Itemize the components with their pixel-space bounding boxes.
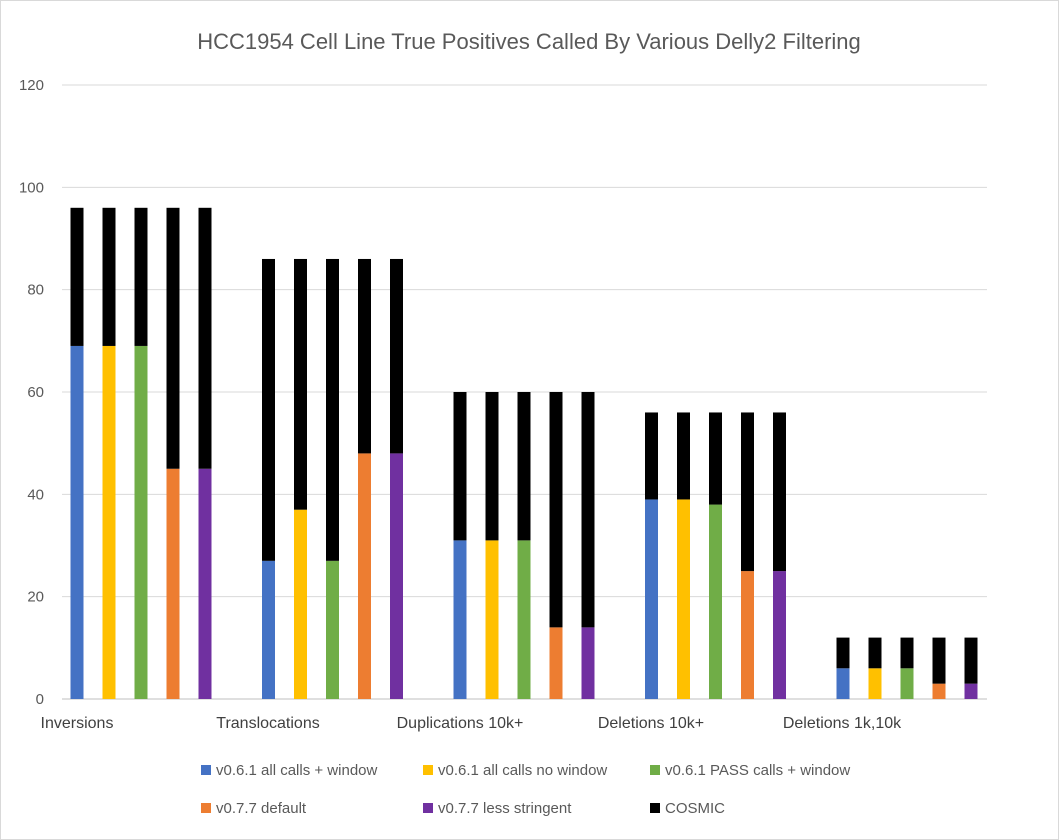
bar-segment-cosmic (70, 207, 84, 346)
bar-segment (900, 668, 914, 699)
bar-segment-cosmic (453, 392, 467, 541)
bar-segment-cosmic (102, 207, 116, 346)
bar-segment (709, 504, 722, 699)
legend-label: v0.7.7 default (216, 800, 307, 817)
bar-segment (677, 499, 690, 699)
bar-segment-cosmic (868, 637, 882, 669)
y-tick-label: 80 (27, 282, 44, 299)
y-tick-label: 60 (27, 384, 44, 401)
x-category-label: Translocations (216, 715, 319, 732)
bar-segment (358, 453, 371, 699)
bar-segment-cosmic (390, 258, 403, 454)
bar-segment (517, 540, 531, 699)
bar-segment-cosmic (581, 392, 595, 628)
bar-segment (964, 683, 978, 699)
y-tick-label: 20 (27, 589, 44, 606)
legend-swatch (201, 803, 211, 813)
x-category-label: Deletions 1k,10k (783, 715, 902, 732)
bar-segment-cosmic (326, 258, 339, 561)
bar-segment-cosmic (964, 637, 978, 684)
bar-segment-cosmic (932, 637, 946, 684)
gridlines (62, 84, 987, 700)
legend-swatch (650, 803, 660, 813)
bar-segment-cosmic (677, 412, 690, 500)
bar-segment (549, 627, 563, 699)
bar-segment-cosmic (900, 637, 914, 669)
legend-swatch (201, 765, 211, 775)
chart-title: HCC1954 Cell Line True Positives Called … (197, 29, 861, 54)
legend-swatch (650, 765, 660, 775)
bar-segment (134, 345, 148, 699)
bars (70, 207, 978, 699)
bar-segment (390, 453, 403, 699)
y-tick-label: 120 (19, 77, 44, 94)
legend-swatch (423, 803, 433, 813)
x-axis-category-labels: Inversions Translocations Duplications 10k… (41, 715, 903, 732)
bar-segment (326, 560, 339, 699)
bar-segment (773, 571, 786, 699)
bar-segment-cosmic (262, 258, 275, 561)
bar-segment-cosmic (773, 412, 786, 572)
legend-label: v0.6.1 all calls no window (438, 762, 607, 779)
bar-segment-cosmic (836, 637, 850, 669)
legend-label: v0.6.1 PASS calls + window (665, 762, 850, 779)
y-tick-label: 100 (19, 179, 44, 196)
bar-segment (932, 683, 946, 699)
legend-label: COSMIC (665, 800, 725, 817)
bar-segment-cosmic (741, 412, 754, 572)
bar-segment-cosmic (517, 392, 531, 541)
bar-segment (453, 540, 467, 699)
bar-segment (836, 668, 850, 699)
legend-label: v0.6.1 all calls + window (216, 762, 377, 779)
legend-label: v0.7.7 less stringent (438, 800, 572, 817)
bar-segment (198, 468, 212, 699)
x-category-label: Duplications 10k+ (397, 715, 524, 732)
bar-segment (70, 345, 84, 699)
bar-segment-cosmic (134, 207, 148, 346)
bar-segment-cosmic (358, 258, 371, 454)
bar-segment (262, 560, 275, 699)
bar-segment (868, 668, 882, 699)
bar-segment-cosmic (645, 412, 658, 500)
bar-segment (645, 499, 658, 699)
bar-segment-cosmic (166, 207, 180, 469)
bar-segment (102, 345, 116, 699)
y-tick-label: 0 (36, 691, 44, 708)
y-tick-label: 40 (27, 486, 44, 503)
bar-segment (581, 627, 595, 699)
bar-segment-cosmic (294, 258, 307, 510)
x-category-label: Inversions (41, 715, 114, 732)
x-category-label: Deletions 10k+ (598, 715, 704, 732)
bar-segment (741, 571, 754, 699)
legend: v0.6.1 all calls + window v0.6.1 all call… (201, 762, 850, 817)
bar-segment (485, 540, 499, 699)
bar-segment-cosmic (709, 412, 722, 505)
bar-segment-cosmic (198, 207, 212, 469)
y-axis-ticks: 0 20 40 60 80 100 120 (19, 77, 44, 708)
legend-swatch (423, 765, 433, 775)
bar-segment-cosmic (485, 392, 499, 541)
bar-segment-cosmic (549, 392, 563, 628)
bar-segment (166, 468, 180, 699)
bar-segment (294, 509, 307, 699)
